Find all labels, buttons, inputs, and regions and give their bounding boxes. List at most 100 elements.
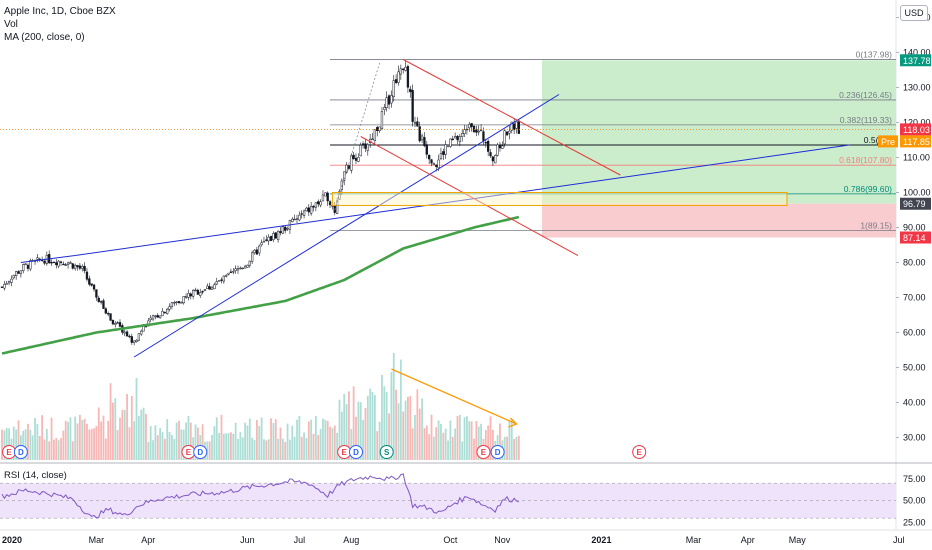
fib-level-label: 0.786(99.60): [844, 184, 892, 194]
candle-body: [435, 164, 438, 167]
price-tags: 137.78 118.03 Pre 117.85 96.79 87.14: [878, 54, 931, 244]
candle-body: [517, 120, 520, 134]
volume-bar: [307, 421, 310, 460]
candle-body: [383, 107, 386, 110]
volume-bar: [331, 428, 334, 460]
volume-bar: [1, 429, 3, 460]
volume-bar: [27, 423, 29, 460]
candle-body: [494, 155, 497, 164]
position-profit-zone[interactable]: [542, 60, 896, 204]
volume-bar: [491, 429, 494, 460]
candle-body: [366, 144, 369, 151]
candle-body: [222, 275, 225, 282]
volume-bar: [314, 416, 317, 460]
volume-bar: [447, 440, 449, 460]
candle-body: [428, 155, 431, 160]
rsi-line: [0, 473, 896, 519]
trend-line: [20, 255, 76, 263]
volume-bar: [456, 416, 459, 460]
volume-bar: [196, 427, 199, 460]
candle-body: [439, 153, 443, 159]
candle-body: [458, 136, 461, 142]
volume-bar: [166, 419, 169, 460]
volume-bar: [211, 434, 213, 460]
candle-body: [418, 126, 421, 142]
candle-body: [102, 300, 105, 309]
candle-body: [251, 252, 254, 262]
time-axis-label: Mar: [686, 535, 702, 545]
volume-bar: [359, 402, 362, 460]
time-axis[interactable]: 2020 Mar Apr Jun Jul Aug Oct Nov 2021 Mar Apr May Ju…: [2, 535, 905, 545]
volume-bar: [201, 424, 204, 460]
volume-bar: [458, 414, 461, 460]
volume-bar: [60, 438, 62, 460]
candle-body: [409, 88, 412, 93]
candle-body: [7, 280, 11, 284]
volume-bar: [145, 413, 147, 460]
volume-bar: [402, 411, 405, 460]
volume-bar: [298, 415, 301, 460]
candle-body: [109, 313, 112, 321]
candle-body: [217, 280, 221, 282]
candle-body: [234, 268, 237, 271]
candle-body: [81, 266, 84, 269]
volume-bar: [74, 416, 77, 460]
price-axis-label: 60.00: [903, 328, 926, 338]
volume-bar: [473, 438, 475, 460]
candle-body: [29, 260, 32, 270]
candle-body: [76, 265, 79, 268]
candle-body: [267, 236, 270, 242]
event-marker-label: D: [353, 448, 359, 457]
candle-body: [392, 80, 395, 97]
volume-bar: [171, 434, 173, 460]
candle-body: [232, 271, 235, 273]
candle-body: [489, 152, 492, 157]
volume-bar: [187, 415, 190, 460]
volume-bar: [357, 401, 360, 460]
volume-bar: [133, 421, 136, 460]
candle-body: [246, 264, 249, 268]
price-tag-prefix: Pre: [881, 137, 895, 147]
candle-body: [508, 130, 511, 134]
volume-bar: [114, 398, 117, 460]
time-axis-label: Apr: [741, 535, 755, 545]
rsi-legend[interactable]: RSI (14, close): [4, 470, 67, 481]
candle-body: [432, 163, 436, 165]
volume-bar: [517, 435, 520, 460]
volume-bar: [449, 420, 452, 460]
volume-bar: [324, 419, 327, 460]
candle-body: [199, 292, 202, 296]
price-axis[interactable]: 150.00140.00130.00120.00110.00100.0090.0…: [896, 13, 931, 443]
volume-bar: [161, 432, 164, 460]
ma-legend[interactable]: MA (200, close, 0): [4, 32, 85, 43]
volume-bar: [152, 440, 154, 460]
ma200-line: [1, 215, 520, 355]
candle-body: [307, 207, 310, 213]
volume-bar: [343, 394, 346, 460]
candle-body: [345, 164, 348, 173]
candle-body: [319, 201, 322, 206]
volume-bar: [100, 421, 103, 460]
candle-body: [385, 97, 388, 108]
symbol-title[interactable]: Apple Inc, 1D, Cboe BZX: [4, 6, 116, 17]
event-marker-label: E: [481, 448, 487, 457]
candle-body: [397, 71, 400, 83]
event-marker-D: [349, 445, 363, 459]
volume-bar: [508, 421, 511, 460]
candle-body: [416, 121, 419, 127]
candle-body: [505, 131, 509, 136]
position-loss-zone[interactable]: [542, 203, 896, 238]
candle-body: [210, 287, 214, 290]
drawings[interactable]: [0, 59, 896, 428]
event-marker-D: [193, 445, 208, 459]
candle-body: [291, 218, 294, 223]
candle-body: [170, 302, 174, 307]
price-axis-label: 80.00: [903, 258, 926, 268]
candle-body: [19, 270, 23, 275]
price-axis-label: 50.00: [903, 363, 926, 373]
volume-legend[interactable]: Vol: [4, 19, 18, 30]
volume-bar: [116, 430, 119, 460]
currency-button[interactable]: USD: [900, 5, 928, 21]
